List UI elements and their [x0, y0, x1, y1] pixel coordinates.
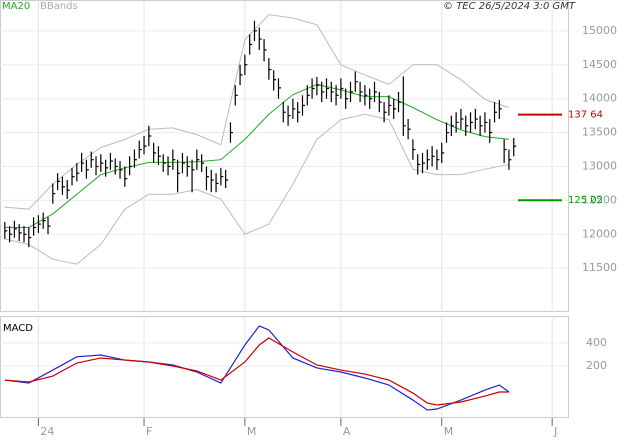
macd-line	[4, 325, 510, 411]
y-tick-label: 11500	[582, 261, 617, 274]
macd-line	[4, 337, 509, 406]
band-upper	[4, 14, 510, 210]
x-tick-label: A	[343, 425, 351, 438]
ma-line	[4, 83, 509, 228]
copyright: © TEC 26/5/2024 3:0 GMT	[443, 1, 576, 12]
band-lower	[4, 113, 510, 265]
y-tick-label: 200	[586, 359, 607, 372]
legend-bbands: BBands	[40, 1, 78, 12]
y-tick-label: 12500	[582, 193, 617, 206]
level-label: 125 02	[568, 195, 603, 206]
y-tick-label: 14000	[582, 92, 617, 105]
y-tick-label: 400	[586, 336, 607, 349]
y-tick-label: 13500	[582, 126, 617, 139]
y-tick-label: 13000	[582, 159, 617, 172]
y-tick-label: 15000	[582, 24, 617, 37]
x-tick-label: F	[146, 425, 152, 438]
y-tick-label: 14500	[582, 58, 617, 71]
x-tick-label: 24	[40, 425, 54, 438]
level-label: 137 64	[568, 110, 603, 121]
x-tick-label: J	[553, 425, 557, 438]
x-tick-label: M	[247, 425, 256, 438]
price-panel	[0, 0, 569, 312]
x-tick-label: M	[444, 425, 454, 438]
y-tick-label: 12000	[582, 227, 617, 240]
macd-title: MACD	[3, 323, 33, 334]
legend-ma20: MA20	[2, 1, 30, 12]
macd-panel	[0, 316, 569, 418]
